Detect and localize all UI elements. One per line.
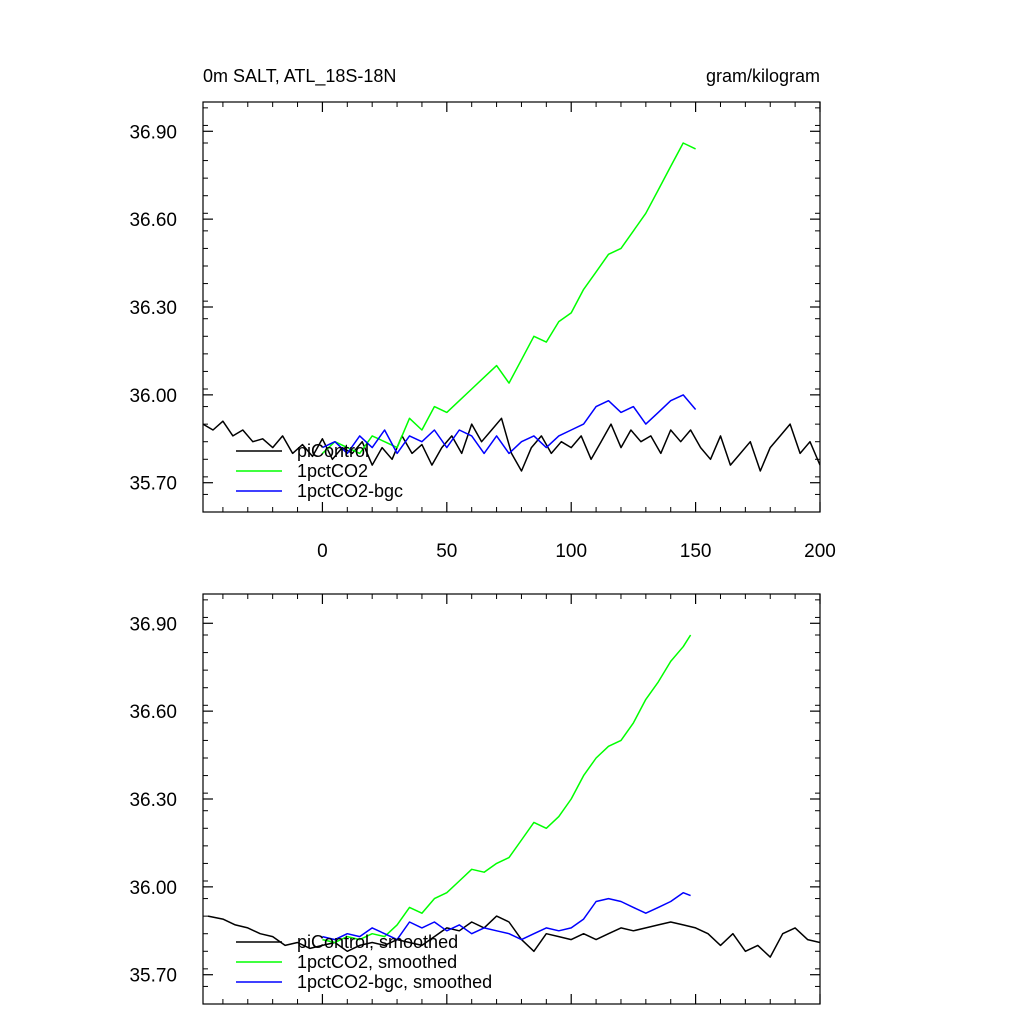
y-tick-label: 35.70	[129, 966, 177, 987]
y-tick-label: 36.00	[129, 878, 177, 899]
x-tick-label: 50	[436, 541, 457, 562]
panel-top-units: gram/kilogram	[706, 66, 820, 86]
legend-label: 1pctCO2-bgc, smoothed	[297, 972, 492, 992]
legend-label: piControl, smoothed	[297, 932, 458, 952]
series-line-bottom-1	[322, 634, 692, 944]
panel-top: 0m SALT, ATL_18S-18N gram/kilogram 35.70…	[129, 66, 835, 562]
legend-label: 1pctCO2	[297, 461, 368, 481]
series-line-bottom-2	[322, 891, 691, 941]
x-tick-label: 150	[680, 541, 712, 562]
x-tick-label: 200	[804, 541, 836, 562]
panel-bottom: 35.70 36.00 36.30 36.60 36.90 piControl, smoo…	[129, 593, 821, 1005]
x-tick-label: 100	[555, 541, 587, 562]
y-tick-label: 36.30	[129, 790, 177, 811]
series-line-top-0	[203, 417, 820, 472]
panel-top-title: 0m SALT, ATL_18S-18N	[203, 66, 396, 87]
legend-label: 1pctCO2, smoothed	[297, 952, 457, 972]
legend-label: 1pctCO2-bgc	[297, 481, 403, 501]
y-tick-label: 36.60	[129, 702, 177, 723]
series-line-bottom-0	[207, 915, 820, 958]
x-tick-label: 0	[317, 541, 328, 562]
y-tick-label: 36.90	[129, 614, 177, 635]
y-tick-label: 36.00	[129, 386, 177, 407]
y-tick-label: 36.60	[129, 210, 177, 231]
series-line-top-2	[322, 394, 697, 455]
y-tick-label: 36.90	[129, 122, 177, 143]
legend-label: piControl	[297, 441, 369, 461]
series-line-top-1	[321, 142, 696, 455]
y-tick-label: 36.30	[129, 298, 177, 319]
y-tick-label: 35.70	[129, 474, 177, 495]
